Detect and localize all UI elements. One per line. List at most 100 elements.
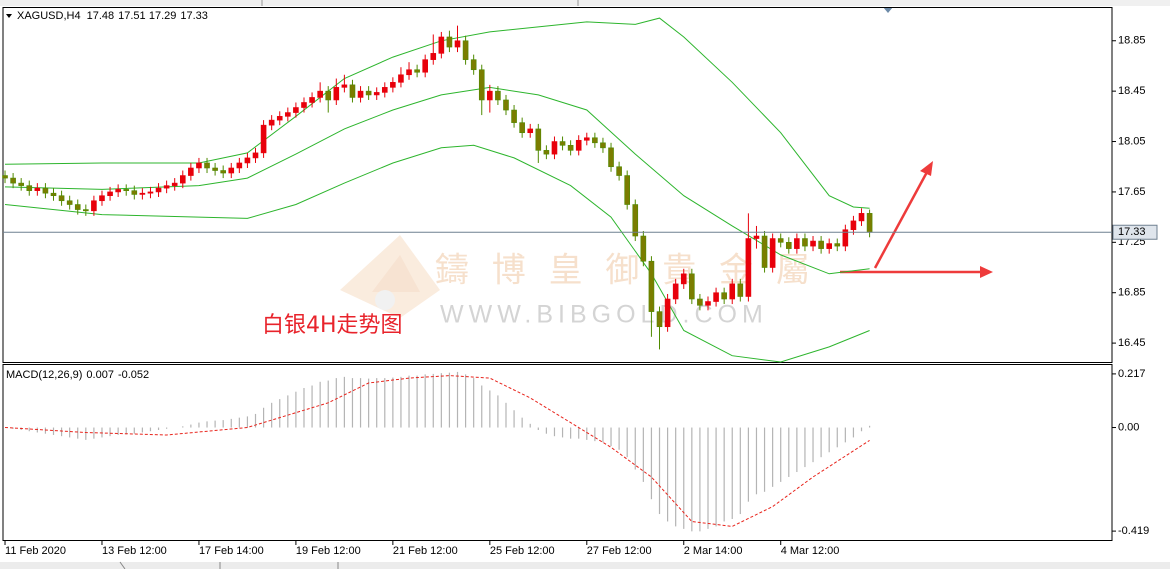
- candle-body: [503, 99, 509, 111]
- candle-body: [99, 195, 105, 202]
- candle-body: [309, 97, 315, 103]
- signal-line: [4, 375, 870, 527]
- candle-body: [317, 90, 323, 98]
- candle-body: [285, 112, 291, 117]
- candle-body: [430, 53, 437, 60]
- y-tick-label: 0.217: [1118, 368, 1146, 380]
- candle-body: [866, 213, 873, 233]
- candle-body: [551, 141, 558, 155]
- candle-body: [268, 119, 275, 126]
- x-tick-label: 2 Mar 14:00: [684, 545, 743, 557]
- candle-body: [107, 191, 113, 197]
- candle-body: [632, 204, 639, 237]
- candle-body: [495, 90, 501, 101]
- candle-body: [478, 69, 485, 101]
- y-tick-label: 16.45: [1118, 337, 1146, 349]
- candle-body: [689, 273, 695, 300]
- candle-body: [527, 128, 534, 134]
- candle-body: [826, 243, 832, 249]
- x-tick-label: 19 Feb 12:00: [296, 545, 361, 557]
- candle-body: [83, 209, 89, 212]
- candle-body: [842, 229, 849, 247]
- candle-body: [204, 162, 210, 169]
- macd-panel: [2, 364, 1113, 541]
- signal-value: -0.052: [118, 369, 149, 381]
- low-value: 17.29: [149, 10, 177, 22]
- candle-body: [745, 238, 752, 297]
- annotation-arrows: [840, 161, 993, 278]
- candle-body: [139, 192, 146, 195]
- x-tick-label: 11 Feb 2020: [5, 545, 66, 557]
- y-tick-label: 17.65: [1118, 186, 1146, 198]
- candle-body: [163, 185, 170, 189]
- candle-body: [74, 204, 81, 210]
- candle-body: [575, 139, 582, 151]
- annotation: 白银4H走势图: [262, 313, 403, 338]
- candle-body: [2, 175, 8, 179]
- candle-body: [850, 220, 857, 231]
- candle-body: [212, 167, 218, 171]
- candle-body: [196, 162, 202, 169]
- candle-body: [325, 90, 332, 101]
- candle-body: [462, 40, 469, 60]
- candle-body: [276, 116, 283, 121]
- candle-body: [244, 157, 251, 164]
- candle-body: [721, 292, 727, 300]
- open-value: 17.48: [87, 10, 115, 22]
- candle-body: [341, 84, 348, 88]
- candle-body: [414, 69, 420, 73]
- macd-title: MACD(12,26,9): [6, 369, 82, 381]
- x-tick-label: 4 Mar 12:00: [781, 545, 840, 557]
- candle-body: [26, 185, 33, 191]
- candle-body: [406, 69, 412, 76]
- bottom-strip: [0, 562, 1170, 569]
- candle-body: [470, 59, 477, 71]
- shift-marker[interactable]: [883, 7, 893, 13]
- menu-triangle[interactable]: [6, 14, 12, 18]
- y-tick-label: 0.00: [1118, 421, 1139, 433]
- candle-body: [42, 187, 49, 194]
- symbol: XAGUSD,H4: [17, 10, 81, 22]
- candle-body: [123, 189, 130, 191]
- x-tick-label: 27 Feb 12:00: [587, 545, 652, 557]
- candle-body: [608, 147, 614, 168]
- top-strip: [0, 0, 1170, 6]
- high-value: 17.51: [118, 10, 145, 22]
- macd-header: MACD(12,26,9) 0.007 -0.052: [6, 369, 149, 381]
- candle-body: [422, 59, 428, 73]
- candle-body: [656, 311, 663, 328]
- candle-body: [858, 213, 865, 222]
- candle-body: [220, 170, 226, 174]
- candle-body: [616, 166, 622, 176]
- candle-body: [487, 90, 493, 101]
- price-panel: [2, 7, 1113, 363]
- candle-body: [664, 298, 671, 328]
- candle-body: [357, 90, 364, 98]
- candle-body: [301, 102, 307, 108]
- candle-body: [705, 301, 711, 306]
- candle-body: [777, 238, 784, 243]
- candle-body: [567, 145, 574, 151]
- current-price-label: 17.33: [1118, 226, 1146, 238]
- y-tick-label: 18.85: [1118, 35, 1146, 47]
- watermark-url: WWW.BIBGOLD.COM: [440, 301, 768, 329]
- watermark-logo: [340, 235, 440, 318]
- y-tick-label: -0.419: [1118, 525, 1149, 537]
- current-price-box: [1112, 224, 1158, 240]
- candle-body: [454, 40, 461, 48]
- candle-body: [10, 177, 16, 184]
- candle-body: [58, 195, 65, 202]
- close-value: 17.33: [180, 10, 208, 22]
- candle-body: [697, 298, 703, 306]
- tab-dividers: [119, 561, 339, 569]
- candle-body: [729, 283, 736, 300]
- candle-body: [737, 283, 744, 297]
- x-tick-label: 17 Feb 14:00: [199, 545, 264, 557]
- candle-body: [713, 292, 719, 302]
- candle-body: [179, 175, 186, 184]
- candle-body: [398, 74, 404, 83]
- candle-body: [640, 235, 647, 262]
